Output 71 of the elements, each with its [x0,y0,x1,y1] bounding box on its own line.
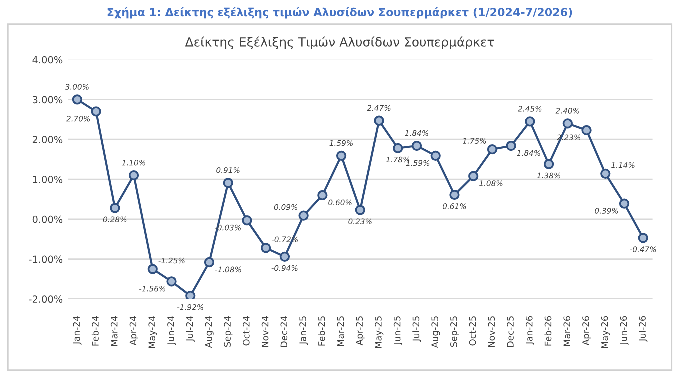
x-tick-label: Mar-25 [337,316,344,346]
x-tick-label: Feb-24 [92,316,99,346]
y-tick-label: 3.00% [32,96,63,104]
point [186,290,196,300]
point [298,210,309,221]
point [204,257,215,268]
point [91,106,102,117]
x-tick-label: Dec-25 [507,316,514,348]
x-tick-label: Aug-25 [432,316,440,348]
point [562,118,573,129]
x-tick-label: Jun-26 [620,316,629,346]
x-tick-label: Jul-25 [412,316,422,342]
x-tick-label: Mar-24 [110,316,118,346]
point [72,94,83,105]
point [166,276,177,287]
point [506,140,516,152]
point [582,125,592,136]
chart-title: Σχήμα 1: Δείκτης εξέλιξης τιμών Αλυσίδων Σουπερμάρκετ (1/2024-7/2026) [108,7,572,19]
x-tick-label: Feb-25 [318,316,326,346]
x-tick-label: Nov-25 [488,316,496,348]
x-tick-label: May-26 [601,316,610,348]
point [128,170,140,181]
x-tick-label: Sep-24 [224,316,233,348]
point [242,216,252,226]
point [280,252,290,262]
x-tick-label: Oct-24 [243,316,250,346]
x-tick-label: Apr-25 [356,316,365,346]
y-tick-label: -2.00% [29,296,63,304]
point [450,190,460,200]
point [412,140,422,152]
chart-subtitle: Δείκτης Εξέλιξης Τιμών Αλυσίδων Σουπερμάρκετ [185,36,494,50]
y-tick-label: 0.00% [32,216,63,224]
point [525,116,536,127]
x-tick-label: Jan-24 [73,316,82,345]
x-tick-label: May-25 [375,316,384,348]
point [430,150,441,162]
point [261,243,272,254]
point [336,150,347,162]
x-tick-label: Feb-26 [544,316,552,346]
x-tick-label: Apr-24 [130,316,138,346]
x-tick-label: Dec-24 [280,316,288,348]
y-tick-label: -1.00% [29,256,63,264]
x-tick-label: Sep-25 [450,316,460,348]
x-tick-label: Oct-25 [469,316,476,346]
point [619,198,630,209]
x-tick-label: Jul-26 [639,316,648,342]
x-tick-label: Aug-24 [205,316,214,348]
point [355,205,366,216]
point [393,143,404,154]
x-tick-label: Jun-25 [394,316,402,346]
point [468,171,479,182]
y-tick-label: 4.00% [32,56,63,64]
x-tick-label: Jan-25 [300,316,308,345]
point [110,203,120,214]
point [223,178,234,188]
point [374,116,384,126]
x-tick-label: Mar-26 [564,316,571,346]
point [600,168,611,180]
point [544,159,554,170]
point [148,264,158,274]
point [487,144,498,155]
point [638,233,648,244]
x-tick-label: May-24 [148,316,158,348]
x-tick-label: Jun-24 [168,316,176,346]
x-tick-label: Nov-24 [262,316,269,348]
x-tick-label: Jul-24 [186,316,195,342]
x-tick-label: Apr-26 [582,316,592,346]
y-tick-label: 1.00% [33,176,63,184]
y-tick-label: 2.00% [32,136,63,144]
x-tick-label: Jan-26 [526,316,534,345]
point [318,190,328,201]
